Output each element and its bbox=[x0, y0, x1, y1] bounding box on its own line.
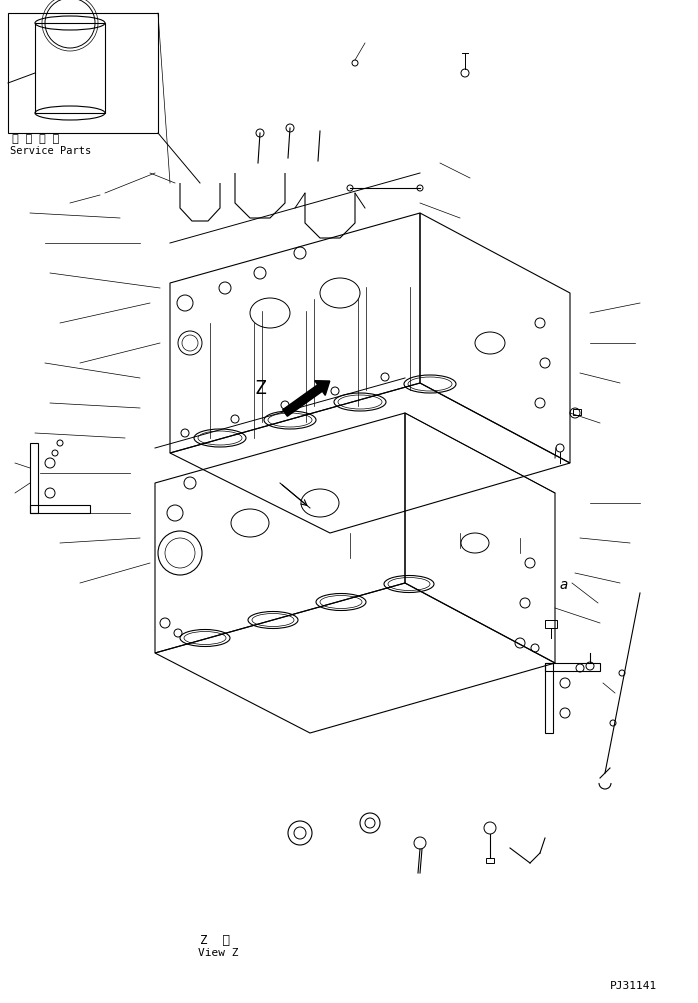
Bar bbox=[486, 859, 494, 864]
Text: Z  視: Z 視 bbox=[200, 933, 230, 946]
Text: Z: Z bbox=[255, 378, 267, 397]
Circle shape bbox=[286, 125, 294, 132]
Bar bbox=[545, 663, 600, 671]
FancyArrow shape bbox=[283, 381, 329, 417]
Bar bbox=[8, 14, 158, 133]
Text: View Z: View Z bbox=[198, 947, 239, 957]
Text: PJ31141: PJ31141 bbox=[610, 980, 658, 990]
Text: Service Parts: Service Parts bbox=[10, 145, 91, 155]
Bar bbox=[573, 409, 581, 415]
Circle shape bbox=[256, 129, 264, 137]
Bar bbox=[545, 621, 557, 628]
Text: 補 給 専 用: 補 給 専 用 bbox=[12, 133, 59, 143]
Bar bbox=[30, 443, 38, 514]
Bar bbox=[35, 24, 105, 114]
Text: a: a bbox=[560, 578, 568, 592]
Bar bbox=[545, 663, 553, 733]
Bar bbox=[30, 506, 90, 514]
